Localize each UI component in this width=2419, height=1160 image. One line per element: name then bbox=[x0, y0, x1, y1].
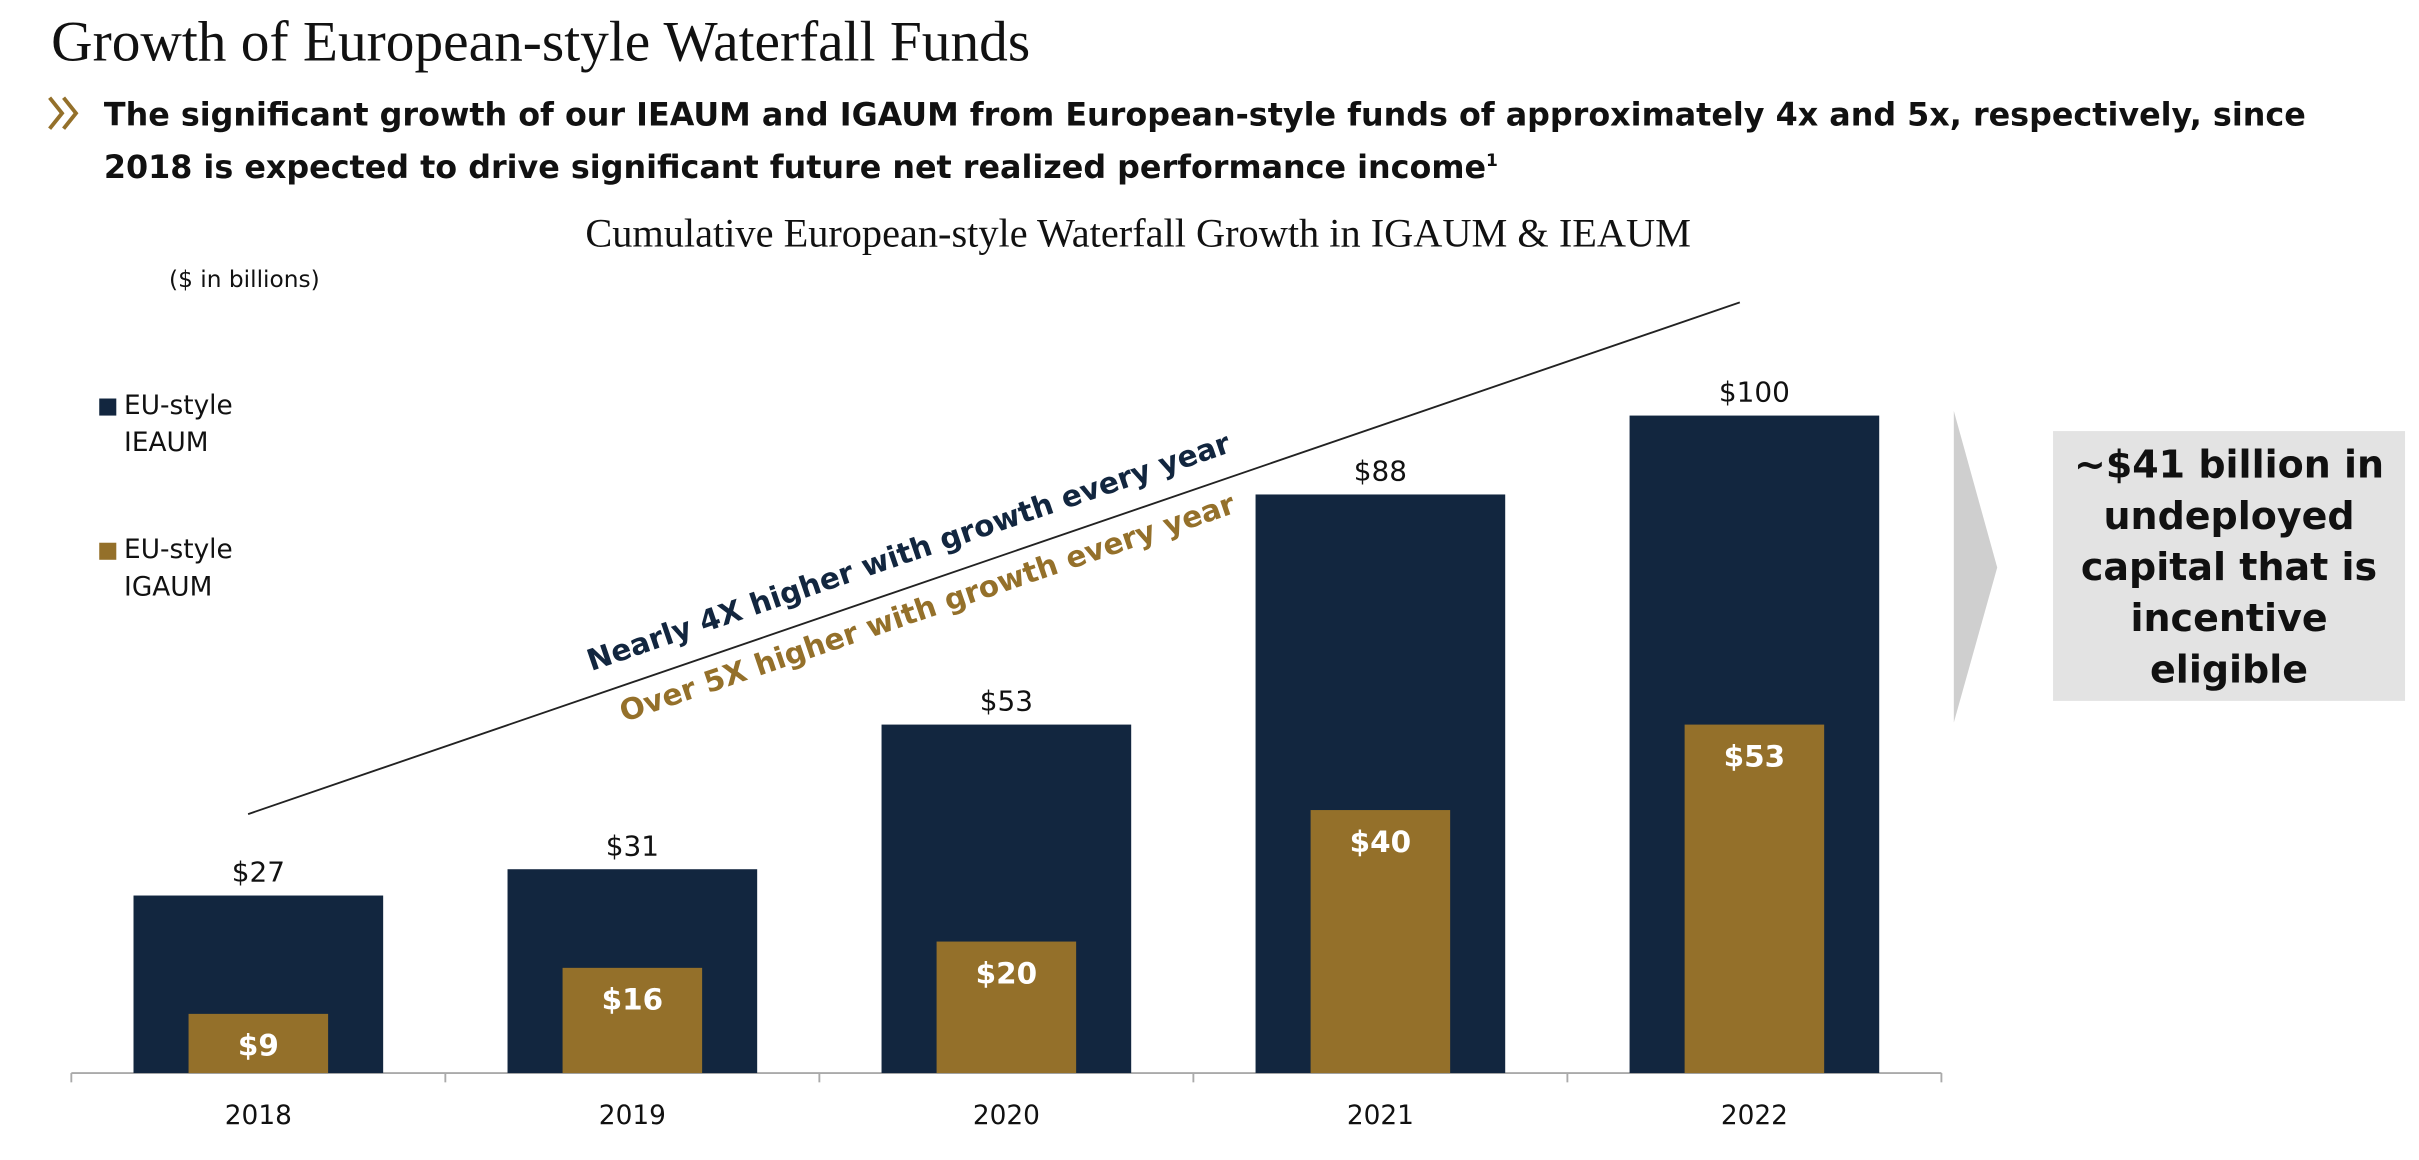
units-label: ($ in billions) bbox=[169, 265, 320, 294]
axis-ticks bbox=[70, 1073, 1943, 1083]
bullet-icon bbox=[48, 96, 79, 130]
value-label: $27 bbox=[232, 856, 285, 889]
value-label: $9 bbox=[238, 1029, 279, 1063]
bars: 2018 $27 $9 2019 $31 $16 2020 $53 $20 2021 $88 $40 2… bbox=[133, 376, 1880, 1131]
bar bbox=[1684, 724, 1825, 1074]
value-label: $53 bbox=[980, 685, 1033, 718]
value-label: $100 bbox=[1719, 376, 1790, 409]
bullet-body: The significant growth of our IEAUM and … bbox=[103, 96, 2306, 186]
bar bbox=[188, 1013, 329, 1074]
slide-title: Growth of European-style Waterfall Funds bbox=[51, 10, 1031, 75]
bullet-text: The significant growth of our IEAUM and … bbox=[104, 93, 2306, 190]
chart-title: Cumulative European-style Waterfall Grow… bbox=[585, 210, 1691, 256]
legend-item: EU-style IEAUM bbox=[99, 388, 270, 462]
legend-swatch bbox=[99, 542, 117, 560]
footnote-marker: 1 bbox=[1486, 150, 1498, 171]
x-tick-label: 2022 bbox=[1721, 1101, 1788, 1131]
bar bbox=[936, 941, 1077, 1074]
value-label: $20 bbox=[976, 956, 1037, 990]
x-tick-label: 2019 bbox=[599, 1101, 666, 1131]
x-tick-label: 2020 bbox=[973, 1101, 1040, 1131]
legend-label: EU-style IEAUM bbox=[124, 390, 233, 459]
callout-arrow bbox=[1953, 410, 1998, 723]
value-label: $16 bbox=[602, 983, 663, 1017]
x-tick-label: 2018 bbox=[225, 1101, 292, 1131]
bar bbox=[562, 967, 703, 1074]
legend-label: EU-style IGAUM bbox=[124, 534, 233, 604]
callout-text: ~$41 billion in undeployed capital that … bbox=[2073, 441, 2385, 691]
callout-box: ~$41 billion in undeployed capital that … bbox=[2053, 431, 2406, 701]
legend-item: EU-style IGAUM bbox=[99, 532, 270, 606]
trend-line bbox=[247, 301, 1741, 815]
legend-swatch bbox=[99, 398, 117, 416]
bar bbox=[1310, 810, 1451, 1074]
x-tick-label: 2021 bbox=[1347, 1101, 1414, 1131]
value-label: $31 bbox=[606, 829, 659, 862]
value-label: $53 bbox=[1724, 739, 1785, 773]
value-label: $40 bbox=[1350, 825, 1411, 859]
value-label: $88 bbox=[1354, 455, 1407, 488]
